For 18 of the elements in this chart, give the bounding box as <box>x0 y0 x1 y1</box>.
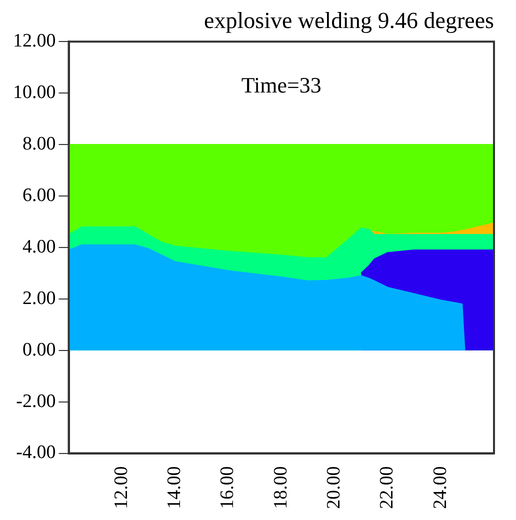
x-tick-label: 22.00 <box>376 466 398 509</box>
annotation: Time=33 <box>241 72 322 98</box>
y-tick-label: 2.00 <box>22 288 56 309</box>
y-tick-label: 4.00 <box>22 236 56 258</box>
x-tick-label: 20.00 <box>324 466 345 509</box>
x-tick-label: 14.00 <box>164 466 186 509</box>
y-tick-label: -2.00 <box>16 390 56 412</box>
y-tick-label: 12.00 <box>13 30 56 52</box>
x-tick-label: 12.00 <box>110 466 132 509</box>
y-tick-label: 8.00 <box>22 133 56 154</box>
x-tick-label: 24.00 <box>430 466 451 509</box>
y-tick-label: 6.00 <box>22 184 56 206</box>
chart-title: explosive welding 9.46 degrees <box>204 8 494 33</box>
x-tick-label: 18.00 <box>270 466 292 509</box>
y-tick-label: 0.00 <box>22 339 56 360</box>
y-tick-label: -4.00 <box>16 442 56 464</box>
y-tick-label: 10.00 <box>13 82 56 104</box>
x-tick-label: 16.00 <box>217 466 238 509</box>
